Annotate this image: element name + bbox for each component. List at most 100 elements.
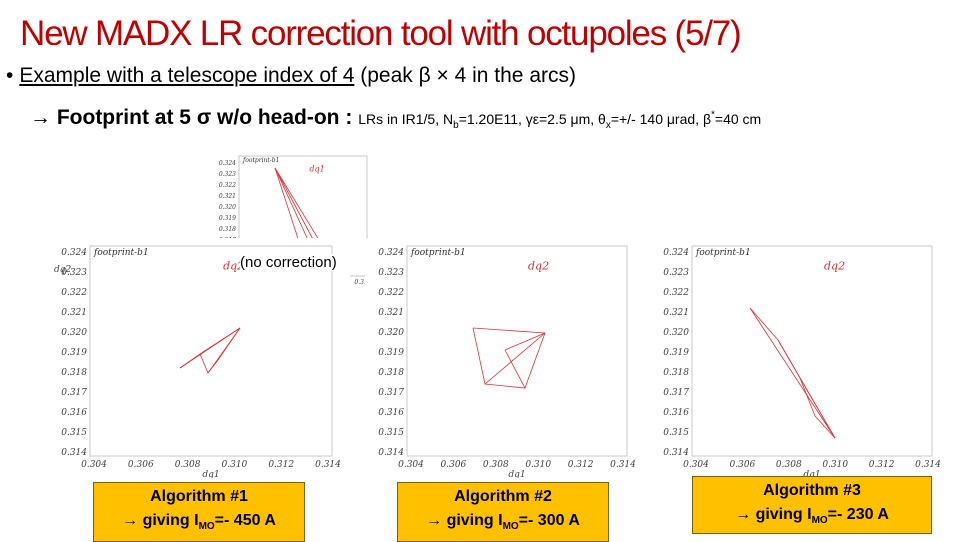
y-tick-label: 0.319 xyxy=(219,215,236,222)
algorithm-3-box: Algorithm #3 → giving IMO=- 230 A xyxy=(692,476,932,534)
y-tick-label: 0.314 xyxy=(663,448,689,458)
y-tick-label: 0.318 xyxy=(219,226,236,233)
plot-algorithm-3-svg: footprint-b1 dq2 0.324 0.323 0.322 0.321 0.320… xyxy=(663,245,941,480)
y-tick-label: 0.321 xyxy=(219,193,236,200)
footprint-line xyxy=(484,332,546,385)
plot-title-label: footprint-b1 xyxy=(695,248,751,258)
y-tick-label: 0.320 xyxy=(61,328,87,338)
y-tick-label: 0.316 xyxy=(61,408,87,418)
footprint-line xyxy=(199,327,241,355)
subline-detail-b-sub: x xyxy=(605,120,611,132)
y-tick-label: 0.317 xyxy=(61,388,87,398)
algorithm-3-sub: MO xyxy=(811,515,828,527)
footprint-subline: → Footprint at 5 σ w/o head-on : LRs in … xyxy=(30,106,761,131)
subline-detail-b: =1.20E11, γε=2.5 μm, θ xyxy=(458,111,606,127)
y-tick-label: 0.315 xyxy=(663,428,689,438)
subline-detail-c: =+/- 140 μrad, β xyxy=(610,111,712,127)
algorithm-3-name: Algorithm #3 xyxy=(763,482,861,499)
y-tick-label: 0.321 xyxy=(378,308,404,318)
algorithm-1-result: → giving IMO=- 450 A xyxy=(94,509,304,539)
algorithm-1-box: Algorithm #1 → giving IMO=- 450 A xyxy=(93,482,305,542)
x-tick-label: 0.314 xyxy=(610,460,636,470)
y-tick-label: 0.324 xyxy=(219,160,236,167)
algorithm-2-giving: giving I xyxy=(446,512,503,529)
y-tick-label: 0.322 xyxy=(663,288,689,298)
algorithm-1-name: Algorithm #1 xyxy=(150,488,248,505)
y-tick-label: 0.315 xyxy=(61,428,87,438)
plot-title-label: footprint-b1 xyxy=(93,248,149,258)
x-tick-label: 0.314 xyxy=(354,279,371,286)
algorithm-1-giving: giving I xyxy=(142,512,199,529)
footprint-edge xyxy=(749,307,816,417)
y-tick-label: 0.314 xyxy=(61,448,87,458)
x-tick-label: 0.310 xyxy=(222,460,248,470)
y-tick-label: 0.315 xyxy=(378,428,404,438)
y-tick-label: 0.320 xyxy=(663,328,689,338)
plot-series-label: dq2 xyxy=(528,259,549,272)
algorithm-1-sub: MO xyxy=(198,521,215,533)
plot-title-label: footprint-b1 xyxy=(242,157,279,164)
footprint-line xyxy=(217,327,241,361)
y-tick-label: 0.323 xyxy=(663,268,689,278)
plot-frame xyxy=(406,245,628,457)
algorithm-1-value: =- 450 A xyxy=(214,512,276,529)
no-correction-label: (no correction) xyxy=(240,254,337,271)
bullet-rest-text: (peak β × 4 in the arcs) xyxy=(354,64,576,87)
algorithm-2-box: Algorithm #2 → giving IMO=- 300 A xyxy=(397,482,609,542)
subline-detail-a-sub: b xyxy=(453,120,459,132)
footprint-line xyxy=(799,377,836,439)
x-tick-label: 0.308 xyxy=(776,460,802,470)
y-tick-label: 0.318 xyxy=(378,368,404,378)
algorithm-2-value: =- 300 A xyxy=(518,512,580,529)
y-tick-label: 0.322 xyxy=(61,288,87,298)
subline-detail-a: LRs in IR1/5, N xyxy=(358,111,454,127)
x-tick-label: 0.308 xyxy=(175,460,201,470)
algorithm-2-arrow: → xyxy=(426,512,443,529)
y-tick-label: 0.320 xyxy=(219,204,236,211)
y-tick-label: 0.319 xyxy=(61,348,87,358)
algorithm-3-result: → giving IMO=- 230 A xyxy=(693,503,931,533)
x-tick-label: 0.306 xyxy=(730,460,756,470)
y-tick-label: 0.317 xyxy=(663,388,689,398)
x-tick-label: 0.310 xyxy=(822,460,848,470)
plot-series-label: dq2 xyxy=(824,259,845,272)
footprint-line xyxy=(524,332,546,389)
y-tick-label: 0.316 xyxy=(378,408,404,418)
plot-series-label: dq1 xyxy=(309,165,324,174)
x-tick-label: 0.304 xyxy=(81,460,107,470)
x-tick-label: 0.314 xyxy=(915,460,941,470)
plot-algorithm-3: footprint-b1 dq2 0.324 0.323 0.322 0.321 0.320… xyxy=(650,238,950,480)
footprint-line xyxy=(504,332,546,351)
x-tick-label: 0.310 xyxy=(525,460,551,470)
y-tick-label: 0.317 xyxy=(378,388,404,398)
x-axis-label: dq1 xyxy=(508,470,525,478)
y-tick-label: 0.318 xyxy=(663,368,689,378)
y-tick-label: 0.324 xyxy=(378,248,404,258)
footprint-line xyxy=(274,167,316,244)
y-tick-label: 0.319 xyxy=(663,348,689,358)
plot-title-label: footprint-b1 xyxy=(410,248,466,258)
y-tick-label: 0.316 xyxy=(663,408,689,418)
y-tick-label: 0.314 xyxy=(378,448,404,458)
x-tick-label: 0.304 xyxy=(683,460,709,470)
subline-detail-c-sup: * xyxy=(711,109,715,121)
algorithm-1-arrow: → xyxy=(122,512,139,529)
bullet-line: • Example with a telescope index of 4 (pe… xyxy=(6,64,576,88)
y-tick-label: 0.320 xyxy=(378,328,404,338)
footprint-line xyxy=(814,415,836,439)
footprint-line xyxy=(472,327,546,334)
plot-frame xyxy=(89,245,333,457)
plot-algorithm-1: footprint-b1 dq2 0.324 0.323 0.322 0.321 0.320… xyxy=(50,238,350,480)
algorithm-3-arrow: → xyxy=(735,506,752,523)
x-axis-label: dq1 xyxy=(202,470,219,478)
footprint-line xyxy=(749,307,836,439)
plot-algorithm-2: footprint-b1 dq2 0.324 0.323 0.322 0.321 0.320… xyxy=(365,238,645,480)
x-tick-label: 0.308 xyxy=(483,460,509,470)
algorithm-3-value: =- 230 A xyxy=(827,506,889,523)
x-tick-label: 0.306 xyxy=(128,460,154,470)
y-tick-label: 0.322 xyxy=(219,182,236,189)
algorithm-3-giving: giving I xyxy=(755,506,812,523)
y-tick-label: 0.324 xyxy=(663,248,689,258)
plot-algorithm-2-svg: footprint-b1 dq2 0.324 0.323 0.322 0.321 0.320… xyxy=(378,245,636,480)
footprint-edge xyxy=(179,353,219,374)
